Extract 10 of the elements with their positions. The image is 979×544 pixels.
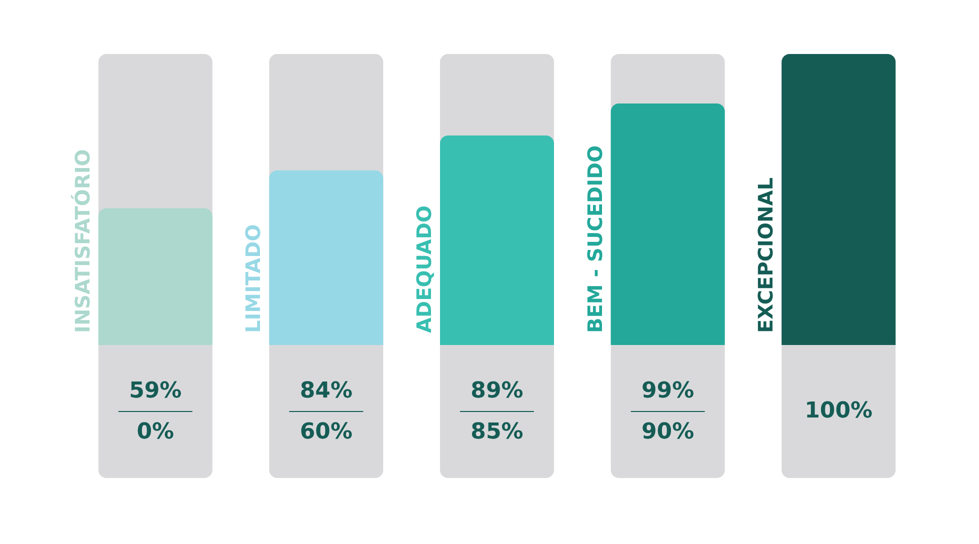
x-tick-label: ADEQUADO [412,206,436,333]
x-tick-label: EXCEPCIONAL [754,177,778,333]
text: 89% 85% [470,378,524,444]
x-tick-label: INSATISFATÓRIO [70,149,94,333]
text: 84% 60% [300,378,353,444]
text: 99% 90% [641,378,694,444]
x-tick-label: BEM - SUCEDIDO [582,145,607,333]
text: 59% 0% [129,378,182,444]
text: 100% [804,398,873,424]
x-tick-label: LIMITADO [241,224,266,333]
